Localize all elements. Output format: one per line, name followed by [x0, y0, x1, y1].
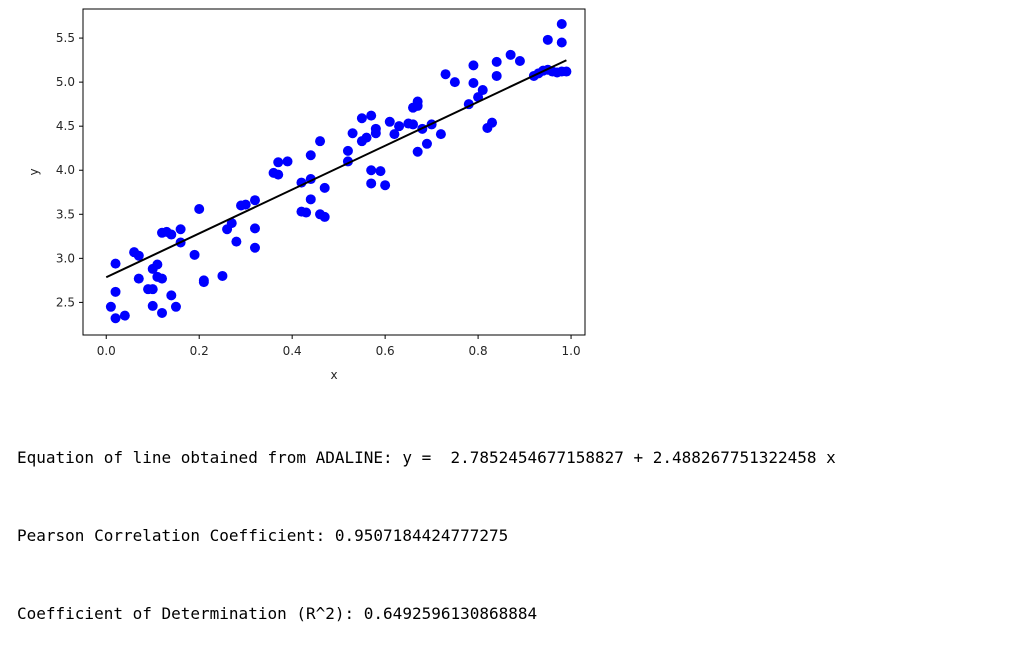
data-point	[175, 224, 186, 235]
plot-frame	[82, 8, 586, 336]
data-point	[449, 77, 460, 88]
data-point	[249, 195, 260, 206]
x-tick-label: 0.0	[97, 344, 116, 358]
data-point	[105, 301, 116, 312]
x-tick-label: 0.8	[469, 344, 488, 358]
data-point	[468, 60, 479, 71]
data-point	[361, 132, 372, 143]
data-point	[147, 300, 158, 311]
data-point	[282, 156, 293, 167]
y-tick-label: 3.5	[56, 207, 75, 221]
data-point	[152, 259, 163, 270]
data-point	[170, 301, 181, 312]
data-point	[110, 313, 121, 324]
data-point	[477, 85, 488, 96]
data-point	[505, 49, 516, 60]
data-point	[249, 223, 260, 234]
data-point	[110, 258, 121, 269]
data-point	[408, 119, 419, 130]
data-point	[380, 180, 391, 191]
data-point	[157, 273, 168, 284]
data-point	[468, 78, 479, 89]
data-point	[384, 116, 395, 127]
regression-line	[105, 59, 567, 279]
data-point	[249, 242, 260, 253]
data-point	[319, 211, 330, 222]
data-point	[189, 249, 200, 260]
equation-line: Equation of line obtained from ADALINE: …	[17, 448, 836, 467]
console-output: Equation of line obtained from ADALINE: …	[17, 393, 836, 653]
data-point	[133, 273, 144, 284]
data-point	[157, 307, 168, 318]
data-point	[133, 250, 144, 261]
data-point	[217, 270, 228, 281]
data-point	[366, 178, 377, 189]
data-point	[435, 129, 446, 140]
data-point	[315, 136, 326, 147]
x-tick-label: 1.0	[562, 344, 581, 358]
data-point	[273, 169, 284, 180]
data-point	[147, 284, 158, 295]
data-point	[305, 150, 316, 161]
data-point	[166, 290, 177, 301]
data-point	[412, 100, 423, 111]
data-point	[394, 121, 405, 132]
y-tick-label: 5.5	[56, 31, 75, 45]
y-tick-label: 2.5	[56, 295, 75, 309]
y-tick-label: 3.0	[56, 251, 75, 265]
x-axis-label: x	[330, 368, 337, 382]
data-point	[110, 286, 121, 297]
data-point	[240, 199, 251, 210]
data-point	[491, 56, 502, 67]
y-tick-label: 5.0	[56, 75, 75, 89]
data-point	[119, 310, 130, 321]
x-tick-label: 0.2	[190, 344, 209, 358]
data-point	[342, 145, 353, 156]
data-point	[319, 182, 330, 193]
data-point	[412, 146, 423, 157]
data-point	[305, 194, 316, 205]
data-point	[198, 275, 209, 286]
scatter-plot: 0.0 0.2 0.4 0.6 0.8 1.02.53.03.54.04.55.05.5 …	[27, 8, 586, 382]
x-tick-label: 0.4	[283, 344, 302, 358]
data-point	[273, 157, 284, 168]
data-point	[226, 218, 237, 229]
data-point	[561, 66, 572, 77]
data-point	[370, 128, 381, 139]
data-point	[366, 165, 377, 176]
data-point	[487, 117, 498, 128]
data-point	[556, 18, 567, 29]
data-point	[375, 166, 386, 177]
x-tick-label: 0.6	[376, 344, 395, 358]
data-point	[556, 37, 567, 48]
y-axis-label: y	[27, 168, 41, 175]
data-point	[491, 70, 502, 81]
pearson-line: Pearson Correlation Coefficient: 0.95071…	[17, 526, 509, 545]
data-point	[389, 129, 400, 140]
data-point	[347, 128, 358, 139]
data-point	[301, 207, 312, 218]
y-tick-label: 4.5	[56, 119, 75, 133]
data-point	[421, 138, 432, 149]
data-point	[166, 229, 177, 240]
data-point	[194, 204, 205, 215]
r-squared-line: Coefficient of Determination (R^2): 0.64…	[17, 604, 538, 623]
data-point	[440, 69, 451, 80]
data-point	[542, 34, 553, 45]
y-tick-label: 4.0	[56, 163, 75, 177]
data-point	[366, 110, 377, 121]
data-point	[514, 55, 525, 66]
data-point	[231, 236, 242, 247]
data-point	[356, 113, 367, 124]
